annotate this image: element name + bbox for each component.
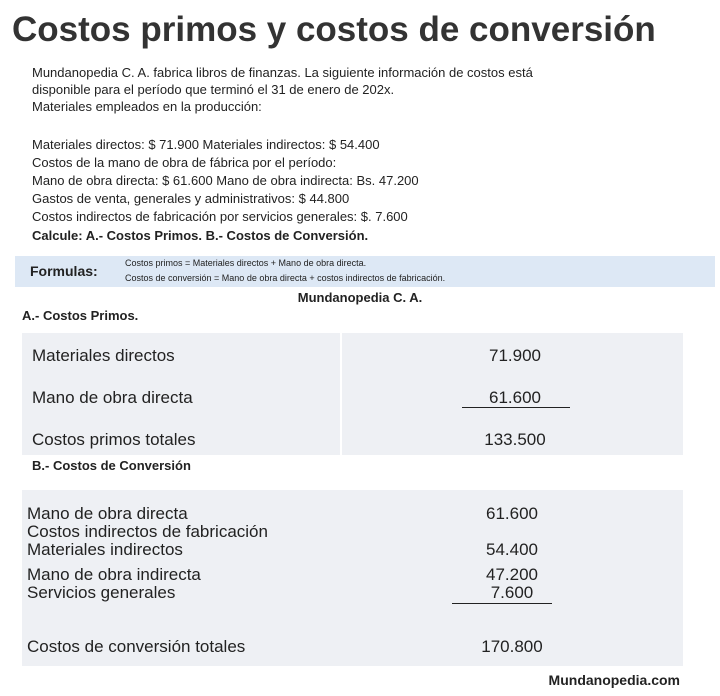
section-title: B.- Costos de Conversión bbox=[32, 458, 191, 473]
intro-line: disponible para el período que terminó e… bbox=[32, 82, 395, 97]
detail-line: Mano de obra directa: $ 61.600 Mano de o… bbox=[32, 173, 419, 188]
row-value: 7.600 bbox=[490, 583, 534, 602]
row-value: 54.400 bbox=[486, 540, 538, 559]
sum-rule bbox=[462, 407, 570, 408]
row-value: 71.900 bbox=[489, 346, 541, 365]
intro-line: Materiales empleados en la producción: bbox=[32, 99, 262, 114]
row-value: 133.500 bbox=[484, 430, 546, 449]
detail-line: Costos de la mano de obra de fábrica por… bbox=[32, 155, 337, 170]
intro-line: Mundanopedia C. A. fabrica libros de fin… bbox=[32, 65, 533, 80]
row-label: Mano de obra directa bbox=[32, 388, 193, 407]
row-value: 61.600 bbox=[486, 504, 538, 523]
row-value: 61.600 bbox=[489, 388, 541, 407]
row-label: Materiales indirectos bbox=[27, 540, 183, 559]
row-value: 47.200 bbox=[486, 565, 538, 584]
row-label: Costos indirectos de fabricación bbox=[27, 522, 268, 541]
formula-label: Formulas: bbox=[30, 263, 98, 279]
row-label: Mano de obra indirecta bbox=[27, 565, 201, 584]
row-label: Materiales directos bbox=[32, 346, 175, 365]
row-label: Costos primos totales bbox=[32, 430, 196, 449]
row-label: Mano de obra directa bbox=[27, 504, 188, 523]
column-divider bbox=[340, 333, 342, 455]
formula-box bbox=[15, 256, 715, 287]
calculate: Calcule: A.- Costos Primos. B.- Costos d… bbox=[32, 228, 369, 243]
row-label: Servicios generales bbox=[27, 583, 176, 602]
formula-line: Costos de conversión = Mano de obra dire… bbox=[125, 273, 446, 283]
formula-line: Costos primos = Materiales directos + Ma… bbox=[125, 258, 367, 268]
sum-rule bbox=[452, 603, 552, 604]
title: Costos primos y costos de conversión bbox=[12, 10, 656, 49]
footer: Mundanopedia.com bbox=[548, 672, 680, 688]
table-bg bbox=[22, 333, 683, 455]
table-bg bbox=[22, 490, 683, 666]
detail-line: Costos indirectos de fabricación por ser… bbox=[32, 209, 408, 224]
detail-line: Materiales directos: $ 71.900 Materiales… bbox=[32, 137, 380, 152]
section-title: A.- Costos Primos. bbox=[22, 308, 139, 323]
company: Mundanopedia C. A. bbox=[297, 290, 423, 305]
detail-line: Gastos de venta, generales y administrat… bbox=[32, 191, 350, 206]
row-label: Costos de conversión totales bbox=[27, 637, 246, 656]
row-value: 170.800 bbox=[481, 637, 543, 656]
